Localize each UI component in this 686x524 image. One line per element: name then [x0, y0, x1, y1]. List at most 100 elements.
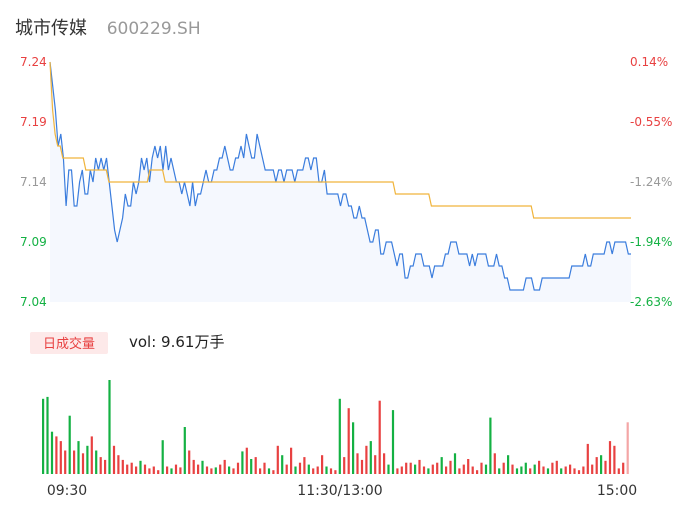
volume-bar: [400, 466, 403, 474]
volume-bar: [117, 455, 120, 474]
volume-bar: [241, 451, 244, 474]
volume-bar: [312, 468, 315, 474]
volume-bar: [343, 457, 346, 474]
volume-bar: [95, 450, 98, 474]
volume-bar: [480, 462, 483, 474]
percent-tick-label: -1.94%: [630, 235, 672, 249]
price-tick-label: 7.09: [20, 235, 47, 249]
volume-bar: [378, 400, 381, 474]
price-tick-label: 7.14: [20, 175, 47, 189]
volume-bar: [139, 460, 142, 474]
volume-bar: [316, 466, 319, 474]
price-area: [49, 61, 631, 302]
volume-bar: [152, 466, 155, 474]
volume-bar: [197, 464, 200, 474]
volume-bar: [166, 466, 169, 474]
volume-bar: [121, 459, 124, 474]
volume-bar: [192, 459, 195, 474]
volume-bar: [604, 460, 607, 474]
volume-bar: [254, 457, 257, 474]
volume-bar: [143, 464, 147, 474]
volume-bar: [489, 417, 492, 474]
volume-bar: [303, 457, 306, 474]
volume-bar: [338, 398, 341, 474]
volume-bar: [422, 466, 426, 474]
volume-bar: [334, 470, 337, 474]
volume-bar: [569, 464, 572, 474]
price-axis-ticks: 7.24 7.19 7.14 7.09 7.04: [20, 55, 47, 309]
volume-bar: [365, 445, 368, 474]
volume-bar: [360, 459, 364, 474]
volume-bar: [564, 466, 567, 474]
volume-bar: [555, 460, 558, 474]
volume-bar: [59, 441, 62, 474]
volume-bar: [81, 453, 85, 474]
volume-bar: [507, 455, 510, 474]
volume-bar: [329, 468, 333, 474]
volume-bar: [436, 462, 439, 474]
volume-bar: [533, 464, 536, 474]
volume-bar: [55, 436, 58, 474]
volume-bar: [626, 422, 629, 474]
volume-bar: [50, 431, 54, 474]
volume-bar: [77, 441, 80, 474]
volume-bar: [64, 450, 67, 474]
volume-bar: [148, 468, 151, 474]
volume-bar: [267, 468, 271, 474]
volume-bar: [179, 467, 182, 474]
volume-bar: [135, 466, 138, 474]
volume-bar: [68, 415, 71, 474]
volume-bar: [546, 468, 550, 474]
volume-bar: [577, 470, 581, 474]
volume-bar: [112, 445, 116, 474]
price-line: [49, 61, 631, 291]
volume-bars: [42, 380, 629, 474]
volume-bar: [520, 466, 523, 474]
volume-bar: [369, 441, 372, 474]
volume-bar: [511, 464, 514, 474]
volume-bar: [405, 462, 408, 474]
volume-bar: [294, 466, 297, 474]
price-area-fill: [50, 62, 631, 302]
volume-bar: [183, 427, 186, 474]
volume-bar: [622, 462, 625, 474]
volume-bar: [462, 464, 465, 474]
volume-bar: [493, 453, 496, 474]
volume-bar: [582, 466, 585, 474]
percent-tick-label: -2.63%: [630, 295, 672, 309]
volume-bar: [498, 468, 501, 474]
volume-bar: [476, 470, 479, 474]
volume-bar: [414, 464, 417, 474]
volume-bar: [515, 468, 519, 474]
stock-name: 城市传媒: [15, 18, 87, 39]
volume-badge: 日成交量: [43, 336, 95, 352]
percent-tick-label: -0.55%: [630, 115, 672, 129]
volume-bar: [214, 467, 217, 474]
stock-code: 600229.SH: [106, 19, 201, 39]
volume-bar: [298, 462, 302, 474]
volume-bar: [613, 445, 616, 474]
volume-bar: [347, 408, 350, 474]
volume-bar: [586, 443, 589, 474]
volume-bar: [391, 410, 395, 474]
volume-bar: [352, 422, 355, 474]
volume-value: vol: 9.61万手: [129, 333, 224, 351]
volume-bar: [223, 459, 226, 474]
volume-bar: [325, 466, 328, 474]
volume-bar: [608, 441, 612, 474]
volume-bar: [356, 453, 359, 474]
volume-bar: [259, 468, 262, 474]
time-tick-label: 11:30/13:00: [297, 483, 382, 499]
volume-bar: [458, 468, 461, 474]
volume-bar: [73, 450, 76, 474]
average-price-line: [49, 61, 631, 219]
volume-bar: [445, 466, 448, 474]
volume-bar: [573, 468, 576, 474]
volume-bar: [591, 464, 594, 474]
volume-bar: [276, 445, 279, 474]
volume-badge-bg: [30, 332, 108, 354]
volume-bar: [201, 460, 204, 474]
percent-tick-label: 0.14%: [630, 55, 668, 69]
volume-bar: [427, 468, 430, 474]
